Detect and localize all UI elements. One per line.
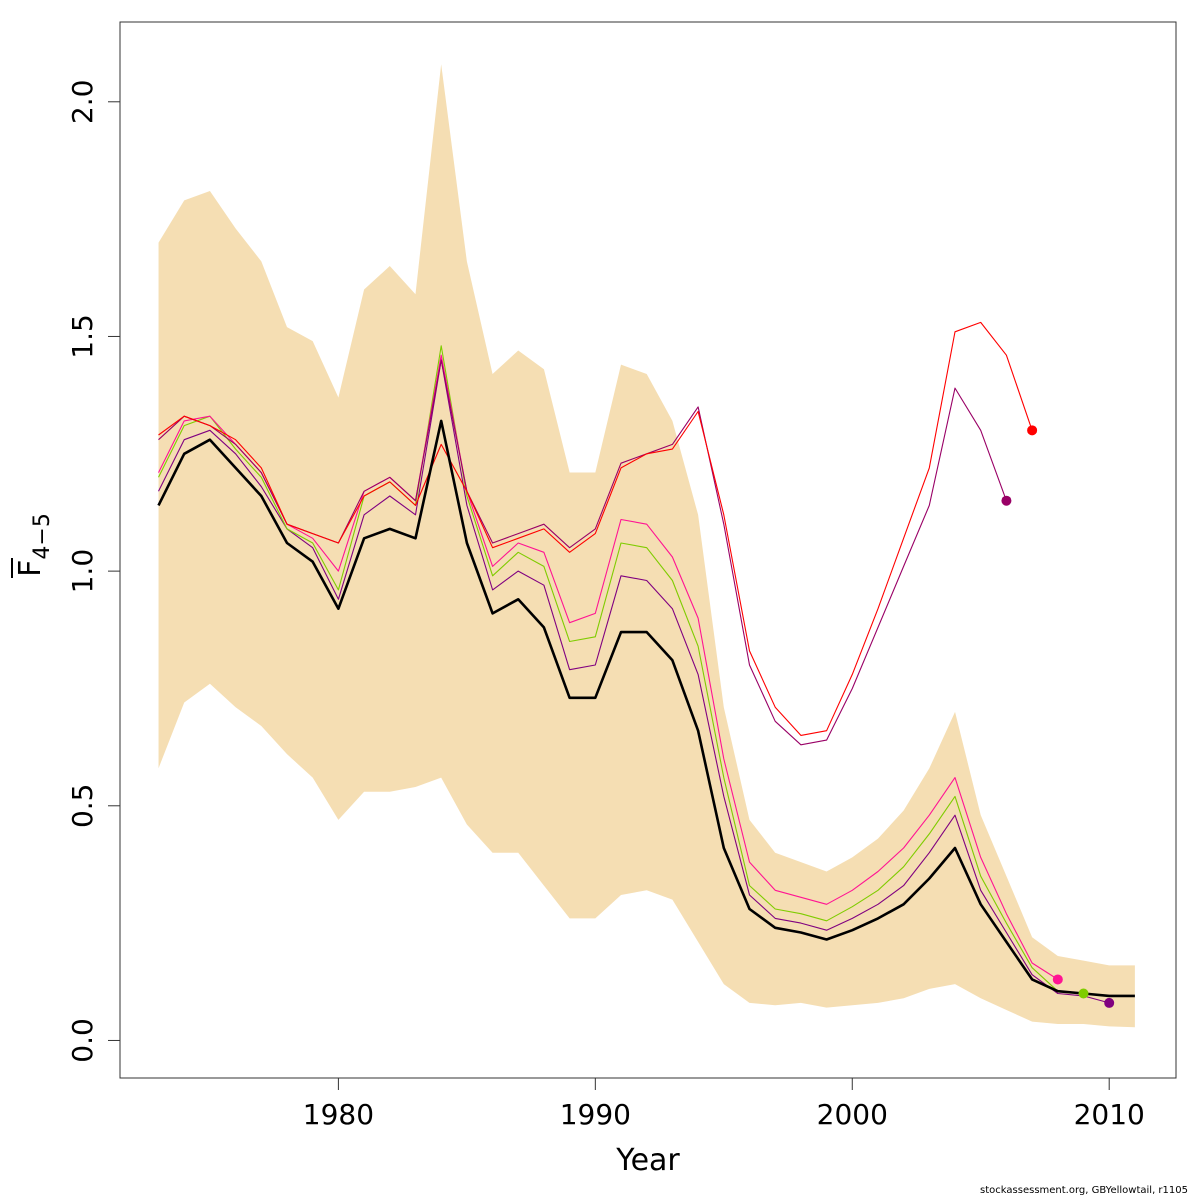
y-tick-label: 1.5 xyxy=(66,314,99,359)
svg-text:F4−5: F4−5 xyxy=(13,513,55,577)
y-tick-label: 1.0 xyxy=(66,549,99,594)
confidence-band xyxy=(158,64,1135,1028)
y-axis-label-main: F xyxy=(13,560,48,577)
y-axis-label-subscript: 4−5 xyxy=(30,513,55,559)
series-end-point-0 xyxy=(1104,997,1115,1008)
plot-frame xyxy=(119,21,1177,1079)
series-line-4 xyxy=(158,321,1033,736)
y-tick-label: 0.0 xyxy=(66,1018,99,1063)
series-line-2 xyxy=(158,354,1059,980)
confidence-band-layer xyxy=(158,64,1135,1028)
end-points-layer xyxy=(1001,425,1115,1008)
x-axis-label: Year xyxy=(615,1143,680,1178)
y-axis: 0.0 0.5 1.0 1.5 2.0 xyxy=(66,80,120,1063)
series-line-0 xyxy=(158,359,1110,1004)
y-tick-label: 0.5 xyxy=(66,784,99,829)
y-tick-label: 2.0 xyxy=(66,80,99,125)
series-line-1 xyxy=(158,345,1084,995)
x-tick-label: 2010 xyxy=(1074,1098,1145,1131)
x-tick-label: 2000 xyxy=(817,1098,888,1131)
x-tick-label: 1980 xyxy=(303,1098,374,1131)
y-axis-label: F4−5 xyxy=(11,513,55,578)
series-line-5 xyxy=(157,419,1135,998)
credit-text: stockassessment.org, GBYellowtail, r1105 xyxy=(980,1185,1188,1196)
series-end-point-3 xyxy=(1001,495,1012,506)
series-end-point-4 xyxy=(1027,425,1038,436)
series-layer xyxy=(157,321,1135,1004)
series-end-point-1 xyxy=(1078,988,1089,999)
x-axis: 1980 1990 2000 2010 xyxy=(303,1078,1145,1131)
series-end-point-2 xyxy=(1052,974,1063,985)
x-tick-label: 1990 xyxy=(560,1098,631,1131)
